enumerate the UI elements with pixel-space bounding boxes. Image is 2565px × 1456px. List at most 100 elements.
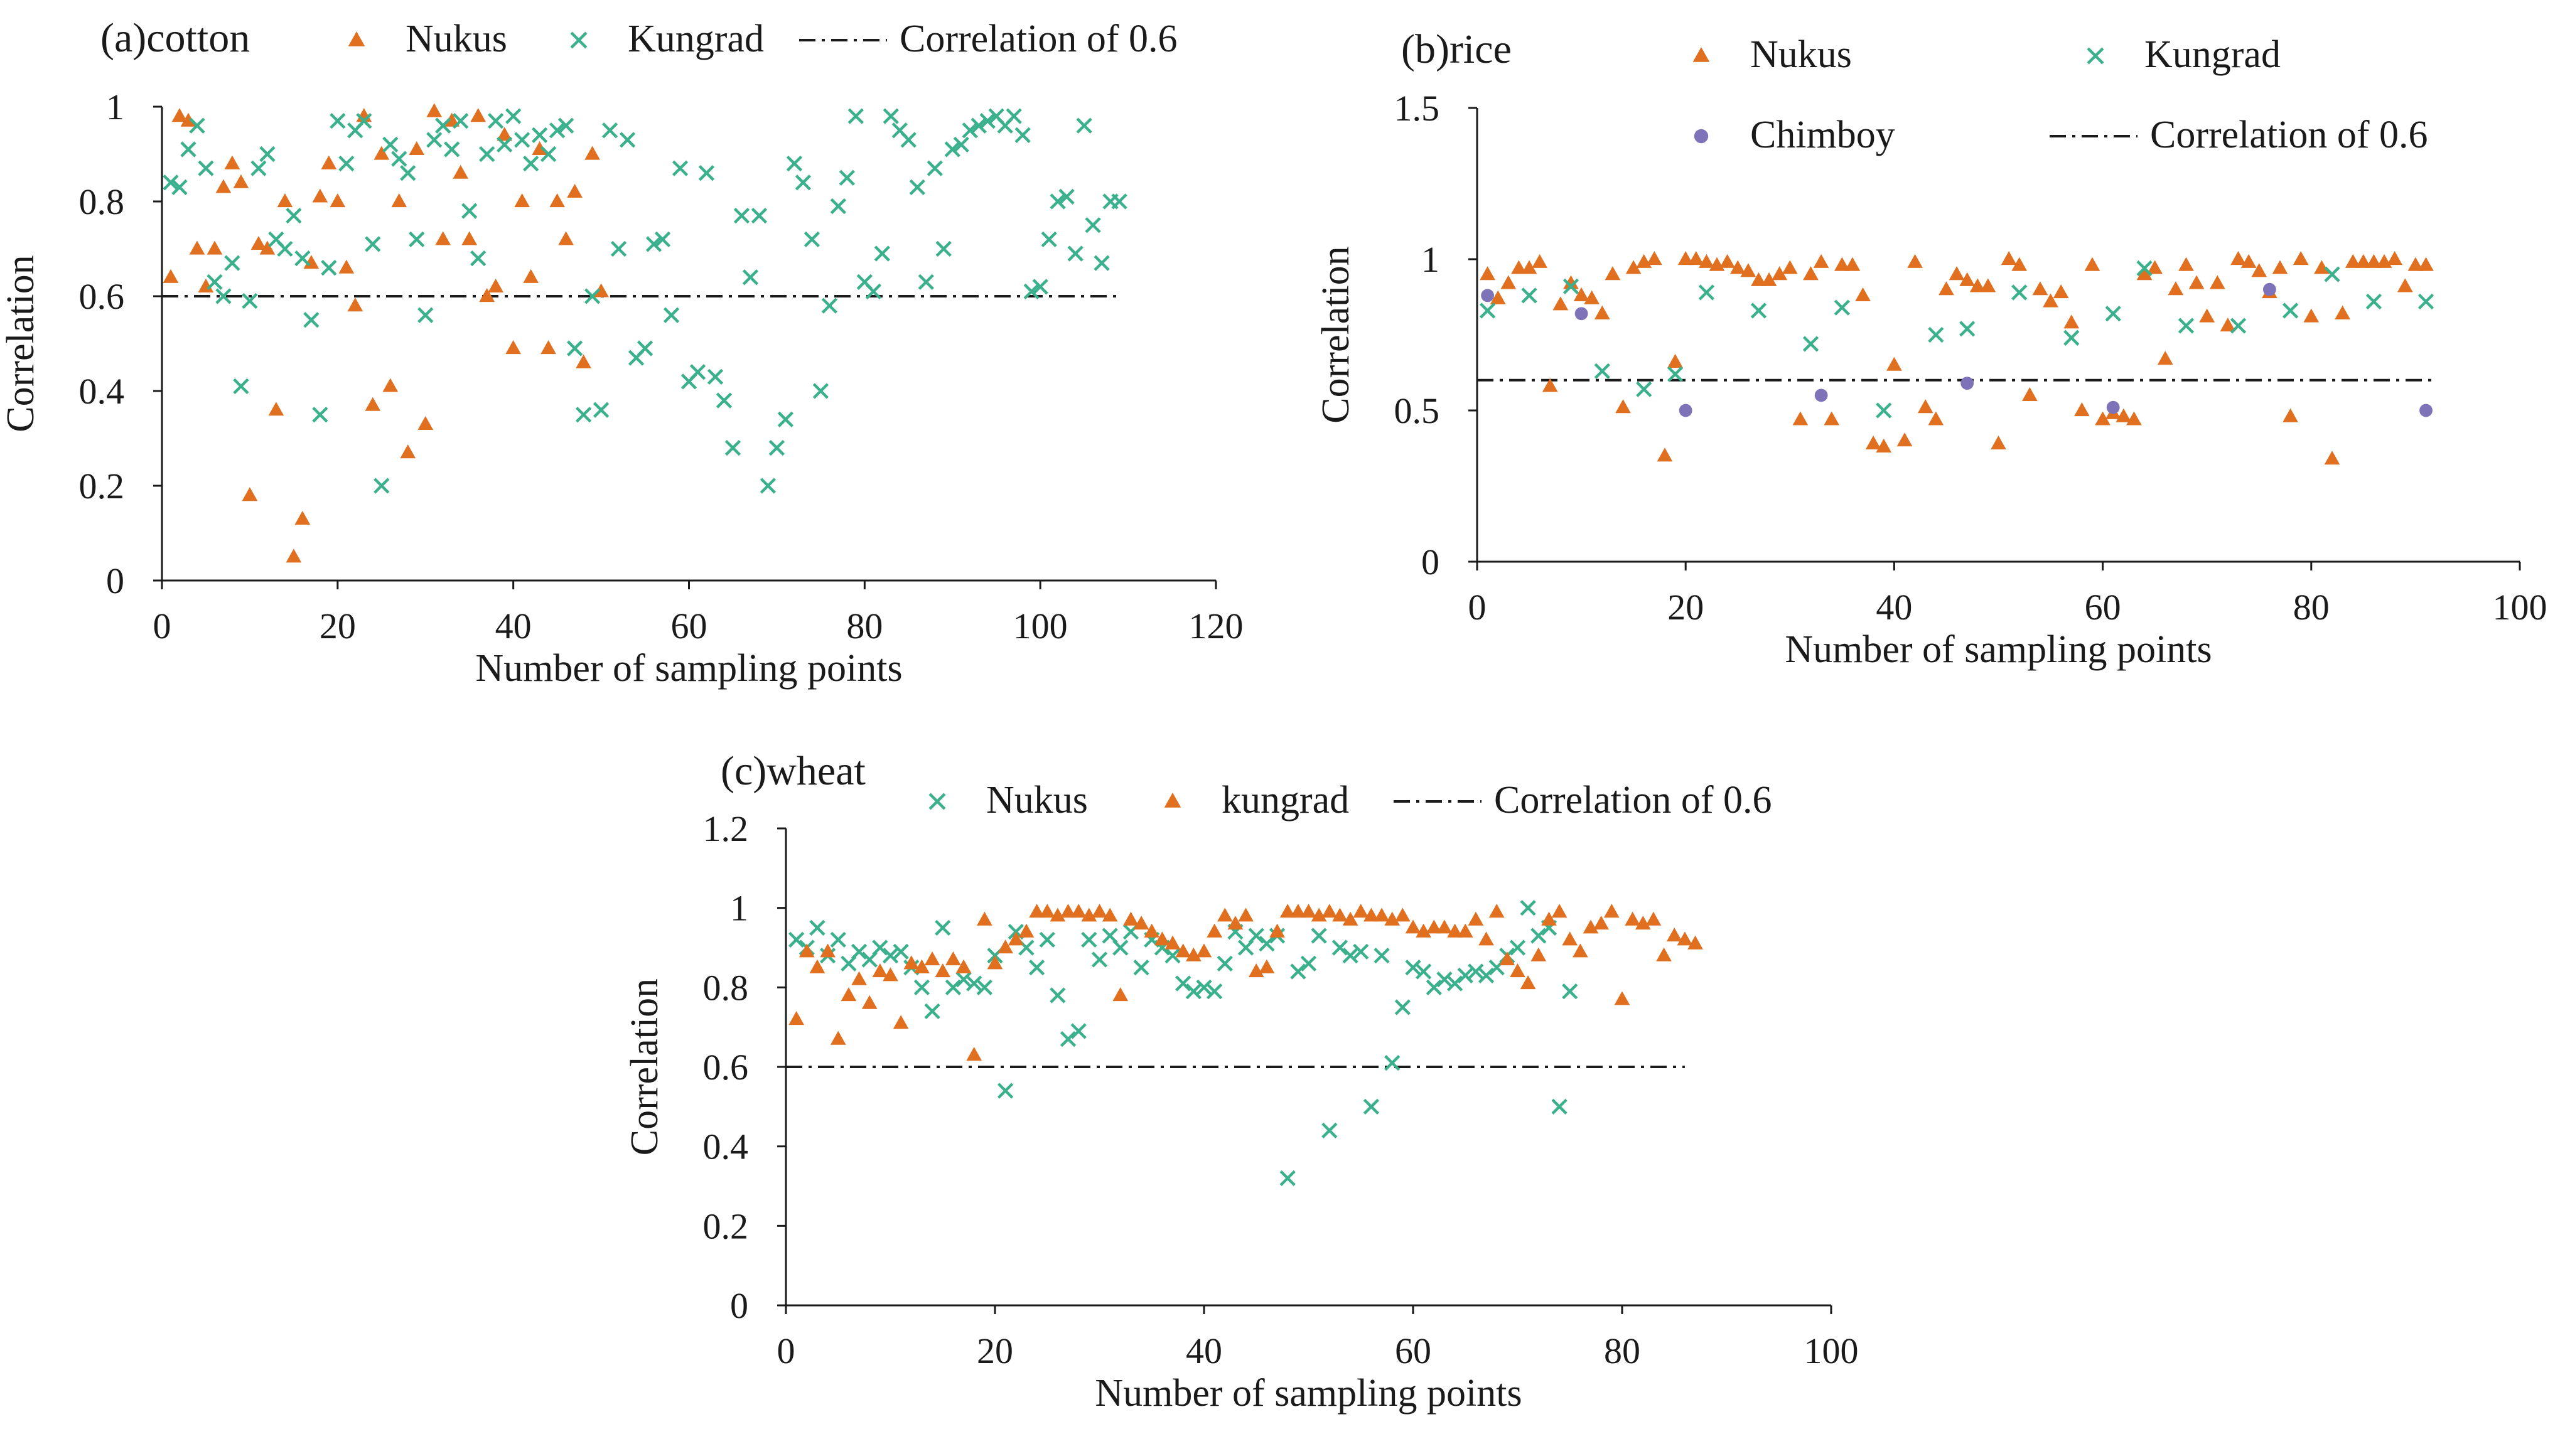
x-tick-label: 0: [153, 606, 171, 646]
data-point: [1667, 366, 1684, 382]
data-point-stroke-b: [374, 478, 390, 494]
data-point: [1583, 919, 1599, 934]
data-point-stroke-b: [1959, 321, 1976, 337]
data-point: [1594, 363, 1610, 379]
data-point: [365, 236, 381, 252]
data-point: [233, 378, 249, 395]
data-point: [2105, 306, 2121, 322]
data-point: [461, 231, 478, 245]
data-point: [1447, 923, 1463, 938]
x-tick-label: 100: [2493, 587, 2547, 628]
data-point-stroke-b: [1478, 967, 1495, 983]
data-point: [707, 368, 724, 385]
data-point: [1481, 289, 1495, 302]
y-tick-label: 0: [106, 560, 124, 601]
data-point: [189, 117, 205, 134]
data-point-stroke-b: [1018, 939, 1035, 956]
data-point-stroke-b: [497, 136, 513, 153]
data-point: [1457, 923, 1473, 938]
data-point: [1395, 907, 1411, 922]
data-point: [1300, 955, 1317, 972]
data-point-stroke-b: [268, 231, 284, 248]
data-point-stroke-b: [479, 146, 495, 163]
data-point: [760, 478, 777, 494]
data-point: [1436, 972, 1453, 988]
data-point: [567, 183, 583, 198]
data-point: [1217, 907, 1233, 922]
data-point: [1844, 257, 1861, 271]
data-point-stroke-b: [804, 231, 820, 248]
data-point: [444, 141, 460, 158]
data-point-stroke-b: [619, 132, 636, 148]
data-point-stroke-b: [1164, 948, 1181, 964]
x-tick-label: 60: [671, 606, 707, 646]
data-point: [1960, 377, 1974, 390]
data-point-stroke-b: [1594, 363, 1610, 379]
data-point: [1067, 245, 1084, 262]
data-point: [1164, 948, 1181, 964]
data-point: [955, 972, 972, 988]
legend-label-kungrad: Kungrad: [2144, 33, 2281, 76]
data-point: [809, 919, 825, 936]
data-point: [2293, 251, 2309, 265]
data-point: [2417, 293, 2434, 310]
data-point-stroke-b: [966, 975, 982, 992]
data-point: [2063, 314, 2080, 329]
data-point: [1615, 399, 1631, 414]
data-point: [1384, 911, 1401, 926]
data-point: [2365, 293, 2382, 310]
data-point: [1196, 943, 1212, 958]
data-point: [242, 292, 258, 309]
data-point-stroke-b: [435, 117, 451, 134]
data-point-stroke-b: [488, 113, 504, 129]
data-point: [1907, 254, 1923, 268]
data-point: [909, 179, 925, 195]
data-point: [523, 155, 539, 172]
data-point: [1520, 900, 1536, 916]
data-point: [1248, 963, 1264, 978]
data-point: [645, 236, 662, 252]
data-point: [1657, 447, 1673, 462]
data-point-stroke-b: [742, 269, 759, 286]
data-point: [1876, 438, 1892, 452]
data-point-stroke-b: [321, 260, 337, 276]
data-point: [1426, 919, 1442, 934]
data-point: [1028, 960, 1045, 976]
data-point-stroke-b: [645, 236, 662, 252]
data-point-stroke-b: [171, 179, 188, 195]
data-point-stroke-b: [523, 155, 539, 172]
data-point-stroke-b: [1300, 955, 1317, 972]
data-point: [1814, 388, 1828, 402]
data-point: [830, 931, 846, 948]
data-point: [1321, 904, 1338, 918]
data-point: [2011, 284, 2028, 301]
data-point: [1112, 939, 1129, 956]
data-point-stroke-b: [724, 439, 741, 456]
x-tick-label: 40: [495, 606, 532, 646]
x-tick-label: 40: [1186, 1330, 1222, 1371]
data-point: [1729, 260, 1746, 274]
data-point: [1311, 928, 1327, 944]
data-point-stroke-b: [233, 378, 249, 395]
data-point-stroke-b: [698, 165, 715, 181]
data-point: [935, 240, 952, 257]
data-point-stroke-b: [1133, 960, 1149, 976]
data-point: [453, 113, 469, 129]
data-point: [2199, 308, 2215, 323]
data-point-stroke-b: [1530, 928, 1547, 944]
data-point: [1032, 279, 1048, 295]
data-point-stroke-b: [1060, 1031, 1077, 1047]
x-tick-label: 60: [1395, 1330, 1431, 1371]
data-point: [830, 1030, 846, 1045]
data-point: [453, 164, 469, 179]
panel-title: (c)wheat: [721, 748, 866, 794]
data-point: [180, 141, 196, 158]
data-point: [1081, 931, 1097, 948]
legend-label-nukus: Nukus: [986, 779, 1088, 822]
data-point-stroke-b: [198, 160, 214, 176]
data-point: [1928, 411, 1944, 426]
chart-panel-b: 0 20 40 60 80 100 0 0.5 1 1.5 Number of sampling p…: [1315, 26, 2547, 671]
legend-marker-nukus: [1692, 47, 1710, 62]
legend-label-nukus: Nukus: [1750, 33, 1852, 76]
data-point-stroke-b: [382, 136, 399, 153]
